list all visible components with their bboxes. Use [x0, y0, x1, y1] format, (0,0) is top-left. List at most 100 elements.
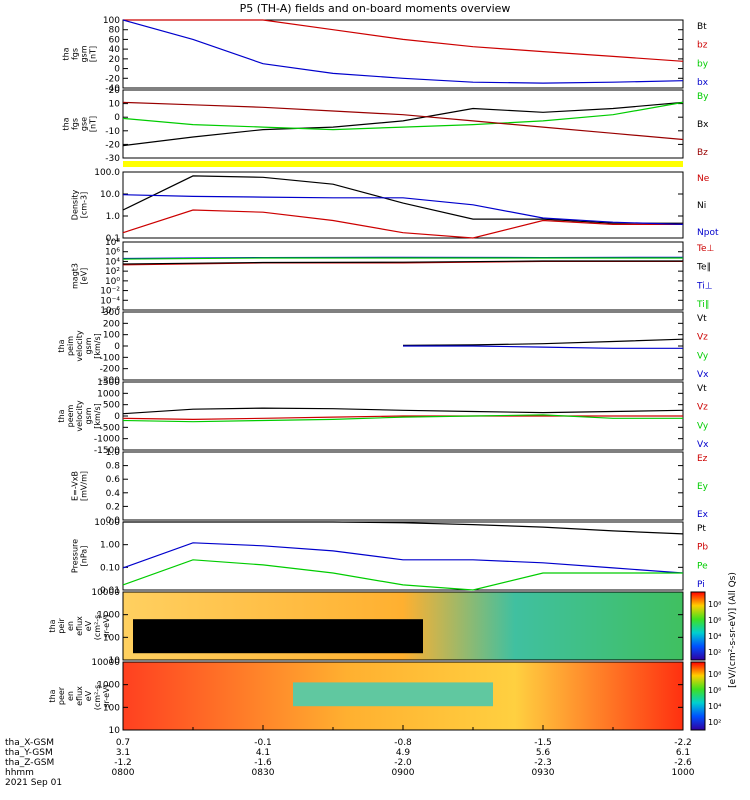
heatmap-mid-region — [293, 682, 493, 707]
ephemeris-value: -0.1 — [254, 738, 272, 748]
y-axis-label: tha — [48, 619, 57, 632]
y-axis-label: tha — [48, 689, 57, 702]
colorbar-peir_spec — [690, 591, 706, 661]
series-line-density-Ni — [122, 175, 683, 224]
y-tick-label: -300 — [100, 376, 121, 386]
y-axis-label: gsm — [80, 45, 89, 62]
y-tick-label: 100 — [103, 16, 120, 26]
legend-label: Bz — [697, 148, 708, 158]
y-axis-label: en — [66, 621, 75, 631]
legend-label: Ez — [697, 454, 708, 464]
y-axis-label: gsm — [84, 407, 93, 424]
legend-label: by — [697, 59, 709, 69]
y-tick-label: -100 — [100, 353, 121, 363]
colorbar-tick-label: 10² — [708, 718, 721, 727]
y-axis-label: eflux — [75, 686, 84, 706]
colorbar-tick-label: 10² — [708, 648, 721, 657]
ephemeris-value: 4.1 — [256, 748, 270, 758]
y-axis-label: Density — [71, 190, 80, 221]
ephemeris-value: 5.6 — [536, 748, 551, 758]
colorbar-tick-label: 10⁴ — [708, 702, 721, 711]
y-tick-label: 0.4 — [106, 489, 121, 499]
ephemeris-value: 6.1 — [676, 748, 690, 758]
colorbar-tick-label: 10⁶ — [708, 686, 721, 695]
y-axis-label: fgs — [71, 48, 80, 60]
heatmap-low-flux-region — [133, 619, 423, 654]
y-tick-label: 10.0 — [100, 190, 120, 200]
ephemeris-value: -2.3 — [534, 758, 552, 768]
colorbar-tick-label: 10⁶ — [708, 616, 721, 625]
ephemeris-row-label: tha_Y-GSM — [5, 748, 53, 758]
y-tick-label: 0.0 — [106, 516, 121, 526]
legend-label: Vt — [697, 384, 707, 394]
y-tick-label: 80 — [109, 26, 121, 36]
y-axis-label: eflux — [75, 616, 84, 636]
y-tick-label: 0.10 — [100, 563, 120, 573]
y-axis-label: peer — [57, 686, 66, 705]
ephemeris-value: 0.7 — [116, 738, 130, 748]
legend-label: bz — [697, 41, 708, 51]
ephemeris-value: -1.6 — [254, 758, 272, 768]
legend-label: Vy — [697, 421, 709, 431]
y-axis-label: (cm²-s- — [93, 612, 102, 641]
ephemeris-value: 1000 — [672, 768, 695, 778]
series-line-pressure-Pt — [123, 521, 684, 535]
y-tick-label: 1.00 — [100, 541, 120, 551]
colorbar-peer_spec — [690, 661, 706, 731]
legend-label: Npot — [697, 228, 719, 238]
legend-label: Pb — [697, 543, 708, 553]
series-line-fgs_gsm-bx — [122, 19, 684, 84]
series-line-fgs_gse-Bx — [122, 101, 684, 147]
y-tick-label: 300 — [103, 308, 120, 318]
y-tick-label: -1000 — [94, 435, 120, 445]
y-tick-label: 0 — [114, 342, 120, 352]
y-axis-label: [km/s] — [93, 333, 102, 359]
y-axis-label: eV — [84, 620, 93, 631]
legend-label: Ni — [697, 201, 706, 211]
plot-title: P5 (TH-A) fields and on-board moments ov… — [239, 2, 511, 15]
y-axis-label: tha — [62, 47, 71, 60]
series-line-peem_vel-Vt — [122, 407, 684, 415]
y-axis-label: velocity — [75, 400, 84, 432]
y-tick-label: 500 — [103, 401, 120, 411]
series-line-peem_vel-Vy — [122, 414, 683, 423]
y-tick-label: -20 — [105, 140, 120, 150]
y-axis-label: [mV/m] — [80, 471, 89, 501]
date-label: 2021 Sep 01 — [5, 778, 62, 788]
legend-label: Te∥ — [696, 263, 711, 273]
y-axis-label: tha — [57, 339, 66, 352]
y-tick-label: 10⁻² — [100, 287, 120, 297]
y-axis-label: [eV] — [80, 268, 89, 285]
panel-frame-fgs_gsm — [122, 19, 684, 89]
legend-label: Vx — [697, 440, 709, 450]
y-axis-label: eV — [84, 690, 93, 701]
y-axis-label: gsm — [84, 337, 93, 354]
series-line-pressure-Pi — [122, 542, 684, 574]
ephemeris-value: -2.0 — [394, 758, 412, 768]
y-tick-label: 10.00 — [94, 518, 120, 528]
y-tick-label: 10 — [109, 100, 121, 110]
y-tick-label: 1000 — [97, 681, 120, 691]
y-tick-label: 20 — [109, 86, 121, 96]
legend-label: Vz — [697, 403, 708, 413]
ephemeris-value: 4.9 — [396, 748, 411, 758]
legend-label: Pi — [697, 580, 705, 590]
series-line-density-Npot — [122, 194, 684, 225]
series-line-fgs_gse-Bz — [122, 101, 684, 141]
y-tick-label: 0.6 — [106, 475, 121, 485]
series-line-peem_vel-Vz — [122, 415, 683, 421]
series-line-peim_vel-Vt — [402, 338, 684, 346]
ephemeris-value: 0900 — [392, 768, 415, 778]
y-axis-label: [nPa] — [80, 546, 89, 567]
legend-label: Vt — [697, 314, 707, 324]
legend-label: Ne — [697, 174, 710, 184]
ephemeris-value: 0930 — [532, 768, 555, 778]
series-line-fgs_gsm-bz — [123, 19, 684, 62]
series-line-temp-Te∥ — [122, 260, 683, 265]
legend-label: Ey — [697, 482, 709, 492]
colorbar-tick-label: 10⁸ — [708, 670, 721, 679]
y-tick-label: 0 — [114, 412, 120, 422]
y-tick-label: 60 — [109, 35, 121, 45]
